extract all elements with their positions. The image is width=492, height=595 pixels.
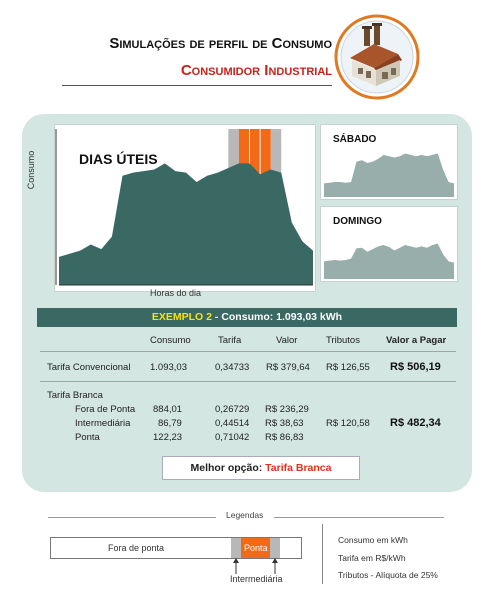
branca-tributos: R$ 120,58: [326, 418, 370, 429]
branca-inter-valor: R$ 38,63: [265, 418, 304, 429]
legend-ponta-swatch: [241, 538, 270, 558]
example-banner: EXEMPLO 2 - Consumo: 1.093,03 kWh: [37, 308, 457, 327]
branca-ponta-tarifa: 0,71042: [215, 432, 250, 443]
row-label-convencional: Tarifa Convencional: [47, 362, 131, 373]
legend-divider-left: [48, 517, 216, 518]
y-axis-label: Consumo: [26, 150, 36, 190]
convencional-tributos: R$ 126,55: [326, 362, 370, 373]
col-header-valor: Valor: [276, 335, 298, 346]
row-label-branca: Tarifa Branca: [47, 390, 103, 401]
consumption-area: [324, 153, 454, 197]
legend-divider-right: [274, 517, 444, 518]
branca-ponta-valor: R$ 86,83: [265, 432, 304, 443]
convencional-valor: R$ 379,64: [266, 362, 310, 373]
branca-fora-tarifa: 0,26729: [215, 404, 250, 415]
branca-fora-consumo: 884,01: [153, 404, 183, 415]
weekday-chart: DIAS ÚTEIS: [54, 124, 316, 292]
table-divider: [40, 351, 456, 352]
col-header-tributos: Tributos: [326, 335, 360, 346]
convencional-consumo: 1.093,03: [150, 362, 187, 373]
sunday-chart-svg: DOMINGO: [323, 216, 455, 279]
weekday-chart-svg: DIAS ÚTEIS: [55, 129, 314, 286]
legend-note-tributos: Tributos - Alíquota de 25%: [338, 570, 438, 580]
factory-icon: [334, 14, 420, 100]
col-header-tarifa: Tarifa: [218, 335, 242, 346]
example-consumption: - Consumo: 1.093,03 kWh: [211, 311, 343, 323]
legend-intermediaria-left: [231, 538, 241, 558]
branca-fora-valor: R$ 236,29: [265, 404, 309, 415]
page-title: Simulações de perfil de Consumo: [109, 35, 332, 52]
convencional-tarifa: 0,34733: [215, 362, 250, 373]
consumption-area: [59, 163, 313, 285]
best-option-box: Melhor opção: Tarifa Branca: [162, 456, 360, 480]
legend-intermediaria: Intermediária: [230, 574, 283, 584]
legend-note-consumo: Consumo em kWh: [338, 535, 408, 545]
page-subtitle: Consumidor Industrial: [180, 62, 332, 79]
table-divider: [40, 381, 456, 382]
branca-ponta-consumo: 122,23: [153, 432, 183, 443]
legend-fora-de-ponta: Fora de ponta: [108, 543, 165, 553]
saturday-chart-title: SÁBADO: [333, 132, 377, 145]
title-divider: [62, 85, 332, 86]
branca-pagar: R$ 482,34: [390, 417, 441, 429]
consumption-area: [324, 243, 454, 279]
x-axis-label: Horas do dia: [150, 288, 202, 298]
example-label: EXEMPLO 2: [151, 311, 212, 323]
best-option-value: Tarifa Branca: [265, 462, 332, 474]
weekday-chart-title: DIAS ÚTEIS: [79, 150, 158, 167]
convencional-pagar: R$ 506,19: [390, 361, 441, 373]
sunday-chart: DOMINGO: [320, 206, 458, 282]
branca-ponta-label: Ponta: [75, 432, 100, 443]
saturday-chart-svg: SÁBADO: [323, 132, 455, 197]
branca-inter-consumo: 86,79: [158, 418, 182, 429]
legend-title: Legendas: [226, 510, 264, 520]
col-header-consumo: Consumo: [150, 335, 191, 346]
col-header-valor-a-pagar: Valor a Pagar: [386, 335, 447, 346]
sunday-chart-title: DOMINGO: [333, 216, 382, 227]
saturday-chart: SÁBADO: [320, 124, 458, 200]
best-option-label: Melhor opção:: [190, 462, 266, 474]
branca-inter-label: Intermediária: [75, 418, 131, 429]
legend-ponta: Ponta: [244, 543, 268, 553]
branca-fora-label: Fora de Ponta: [75, 404, 136, 415]
legend-separator: [322, 524, 323, 584]
branca-inter-tarifa: 0,44514: [215, 418, 250, 429]
legend-arrows: [233, 558, 278, 574]
legend-intermediaria-right: [270, 538, 280, 558]
legend-note-tarifa: Tarifa em R$/kWh: [338, 553, 406, 563]
